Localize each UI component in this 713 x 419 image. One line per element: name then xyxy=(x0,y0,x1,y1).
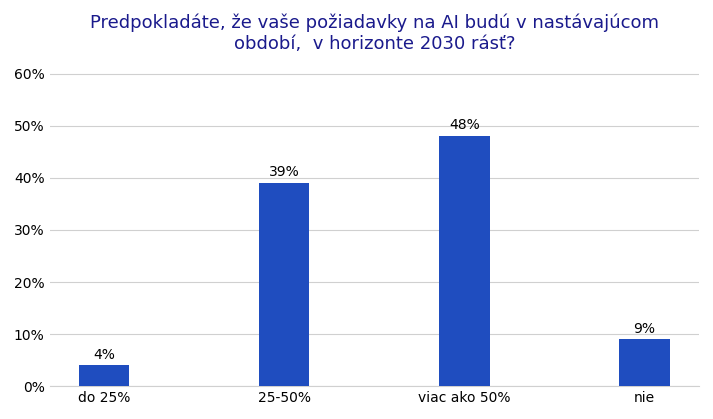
Text: 39%: 39% xyxy=(269,166,299,179)
Text: 9%: 9% xyxy=(633,322,655,336)
Title: Predpokladáte, že vaše požiadavky na AI budú v nastávajúcom
období,  v horizonte: Predpokladáte, že vaše požiadavky na AI … xyxy=(90,14,659,53)
Text: 48%: 48% xyxy=(449,119,480,132)
Bar xyxy=(619,339,670,386)
Bar xyxy=(259,183,309,386)
Bar xyxy=(79,365,130,386)
Text: 4%: 4% xyxy=(93,348,116,362)
Bar xyxy=(439,136,490,386)
